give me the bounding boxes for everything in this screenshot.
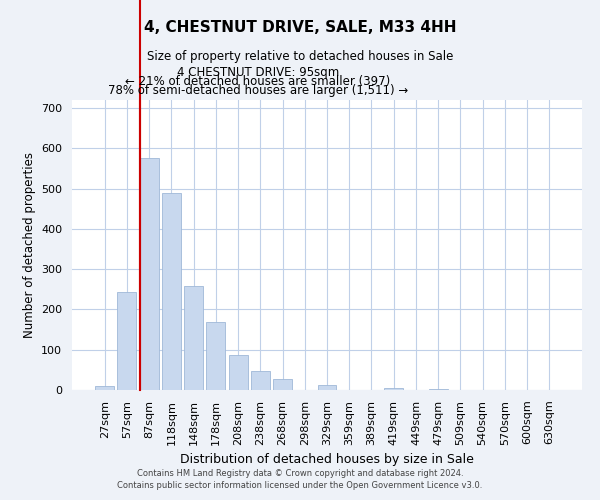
Y-axis label: Number of detached properties: Number of detached properties [23,152,35,338]
X-axis label: Distribution of detached houses by size in Sale: Distribution of detached houses by size … [180,453,474,466]
Bar [95,386,114,390]
Bar [384,388,403,390]
Bar [251,371,270,390]
Text: Contains HM Land Registry data © Crown copyright and database right 2024.
Contai: Contains HM Land Registry data © Crown c… [118,468,482,490]
Bar [317,385,337,390]
Bar [206,322,225,390]
Text: 4, CHESTNUT DRIVE, SALE, M33 4HH: 4, CHESTNUT DRIVE, SALE, M33 4HH [144,20,456,35]
Text: 78% of semi-detached houses are larger (1,511) →: 78% of semi-detached houses are larger (… [108,84,408,98]
Bar [229,354,248,390]
Bar [184,286,203,390]
Text: ← 21% of detached houses are smaller (397): ← 21% of detached houses are smaller (39… [125,74,391,88]
Bar [140,158,158,390]
Bar [162,192,181,390]
Bar [429,389,448,390]
Bar [118,292,136,390]
Text: 4 CHESTNUT DRIVE: 95sqm: 4 CHESTNUT DRIVE: 95sqm [177,66,339,80]
Text: Size of property relative to detached houses in Sale: Size of property relative to detached ho… [147,50,453,63]
Bar [273,379,292,390]
